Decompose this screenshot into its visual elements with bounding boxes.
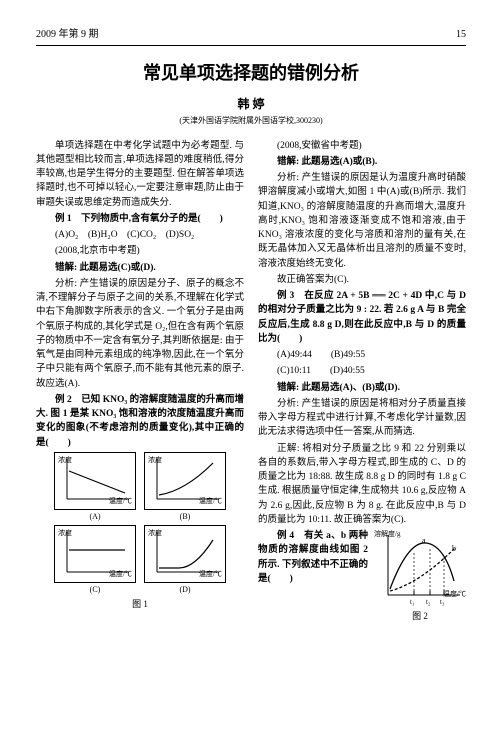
fig2-curve-a: a bbox=[422, 535, 426, 547]
example-3-wrong-text: 错解: 此题易选(A)、(B)或(D). bbox=[277, 383, 400, 393]
example-2-analysis: 分析: 产生错误的原因是认为温度升高时硝酸钾溶解度减小或增大,如图 1 中(A)… bbox=[258, 171, 466, 271]
figure-1-caption: 图 1 bbox=[36, 598, 244, 612]
fig2-t2: t₂ bbox=[426, 597, 430, 608]
example-4-text: 例 4 有关 a、b 两种物质的溶解度曲线如图 2 所示. 下列叙述中不正确的是… bbox=[258, 531, 368, 584]
figure-C-wrap: 浓度 温度/℃ (C) bbox=[54, 525, 136, 596]
example-2-text: 例 2 已知 KNO₃ 的溶解度随温度的升高而增大. 图 1 是某 KNO₃ 饱… bbox=[36, 395, 244, 448]
example-4-block: 例 4 有关 a、b 两种物质的溶解度曲线如图 2 所示. 下列叙述中不正确的是… bbox=[258, 529, 466, 611]
figure-D-wrap: 浓度 温度/℃ (D) bbox=[144, 525, 226, 596]
figure-C: 浓度 温度/℃ bbox=[54, 525, 136, 583]
figC-xlabel: 温度/℃ bbox=[109, 569, 132, 580]
fig2-t1: t₁ bbox=[410, 597, 414, 608]
figC-label: (C) bbox=[54, 584, 136, 596]
fig2-curve-b: b bbox=[452, 543, 456, 555]
example-1-options: (A)O₂ (B)H₂O (C)CO₂ (D)SO₂ bbox=[36, 228, 244, 242]
left-column: 单项选择题在中考化学试题中为必考题型. 与其他题型相比较而言,单项选择题的难度稍… bbox=[36, 139, 244, 612]
figB-label: (B) bbox=[144, 511, 226, 523]
figure-A: 浓度 温度/℃ bbox=[54, 452, 136, 510]
figB-xlabel: 温度/℃ bbox=[199, 496, 222, 507]
fig2-t3: t₃ bbox=[440, 597, 444, 608]
example-2-correct: 故正确答案为(C). bbox=[258, 273, 466, 287]
fig2-ylabel: 溶解度/g bbox=[374, 529, 400, 540]
example-3-correct: 正解: 将相对分子质量之比 9 和 22 分别乘以各自的系数后,带入字母方程式,… bbox=[258, 442, 466, 528]
example-1-source: (2008,北京市中考题) bbox=[36, 244, 244, 258]
example-1-text: 例 1 下列物质中,含有氧分子的是( ) bbox=[55, 214, 223, 224]
header-left: 2009 年第 9 期 bbox=[36, 28, 99, 43]
example-1-wrong-text: 错解: 此题易选(C)或(D). bbox=[55, 263, 156, 273]
figD-xlabel: 温度/℃ bbox=[199, 569, 222, 580]
figD-label: (D) bbox=[144, 584, 226, 596]
example-3: 例 3 在反应 2A + 5B ══ 2C + 4D 中,C 与 D 的相对分子… bbox=[258, 289, 466, 346]
example-1-analysis: 分析: 产生错误的原因是分子、原子的概念不清,不理解分子与原子之间的关系,不理解… bbox=[36, 277, 244, 391]
page: 2009 年第 9 期 15 常见单项选择题的错例分析 韩 婷 (天津外国语学院… bbox=[0, 0, 502, 733]
body-columns: 单项选择题在中考化学试题中为必考题型. 与其他题型相比较而言,单项选择题的难度稍… bbox=[36, 139, 466, 612]
fig2-xlabel: 温度/℃ bbox=[443, 589, 466, 600]
example-3-options-b: (C)10:11 (D)40:55 bbox=[258, 364, 466, 378]
figure-B: 浓度 温度/℃ bbox=[144, 452, 226, 510]
example-3-options-a: (A)49:44 (B)49:55 bbox=[258, 348, 466, 362]
right-column: (2008,安徽省中考题) 错解: 此题易选(A)或(B). 分析: 产生错误的… bbox=[258, 139, 466, 612]
example-3-text: 例 3 在反应 2A + 5B ══ 2C + 4D 中,C 与 D 的相对分子… bbox=[258, 291, 466, 344]
affiliation: (天津外国语学院附属外国语学校,300230) bbox=[36, 115, 466, 127]
example-1: 例 1 下列物质中,含有氧分子的是( ) bbox=[36, 212, 244, 226]
figure-A-wrap: 浓度 温度/℃ (A) bbox=[54, 452, 136, 523]
example-2: 例 2 已知 KNO₃ 的溶解度随温度的升高而增大. 图 1 是某 KNO₃ 饱… bbox=[36, 393, 244, 450]
example-1-wrong: 错解: 此题易选(C)或(D). bbox=[36, 261, 244, 275]
figure-D: 浓度 温度/℃ bbox=[144, 525, 226, 583]
example-2-wrong-text: 错解: 此题易选(A)或(B). bbox=[277, 157, 377, 167]
figure-row-1: 浓度 温度/℃ (A) 浓度 温度/℃ (B) bbox=[36, 452, 244, 523]
article-title: 常见单项选择题的错例分析 bbox=[36, 60, 466, 86]
header-page-number: 15 bbox=[456, 28, 466, 43]
example-4: 例 4 有关 a、b 两种物质的溶解度曲线如图 2 所示. 下列叙述中不正确的是… bbox=[258, 529, 368, 586]
example-3-analysis: 分析: 产生错误的原因是将相对分子质量直接带入字母方程式中进行计算,不考虑化学计… bbox=[258, 397, 466, 440]
figA-xlabel: 温度/℃ bbox=[109, 496, 132, 507]
author-name: 韩 婷 bbox=[36, 96, 466, 113]
figA-label: (A) bbox=[54, 511, 136, 523]
example-3-wrong: 错解: 此题易选(A)、(B)或(D). bbox=[258, 381, 466, 395]
intro-paragraph: 单项选择题在中考化学试题中为必考题型. 与其他题型相比较而言,单项选择题的难度稍… bbox=[36, 139, 244, 210]
figure-2: 溶解度/g 温度/℃ a b t₁ t₂ t₃ 图 2 bbox=[374, 529, 466, 611]
figure-2-caption: 图 2 bbox=[374, 610, 466, 624]
figure-B-wrap: 浓度 温度/℃ (B) bbox=[144, 452, 226, 523]
figure-row-2: 浓度 温度/℃ (C) 浓度 温度/℃ (D) bbox=[36, 525, 244, 596]
page-header: 2009 年第 9 期 15 bbox=[36, 28, 466, 46]
example-2-source: (2008,安徽省中考题) bbox=[258, 139, 466, 153]
example-2-wrong: 错解: 此题易选(A)或(B). bbox=[258, 155, 466, 169]
